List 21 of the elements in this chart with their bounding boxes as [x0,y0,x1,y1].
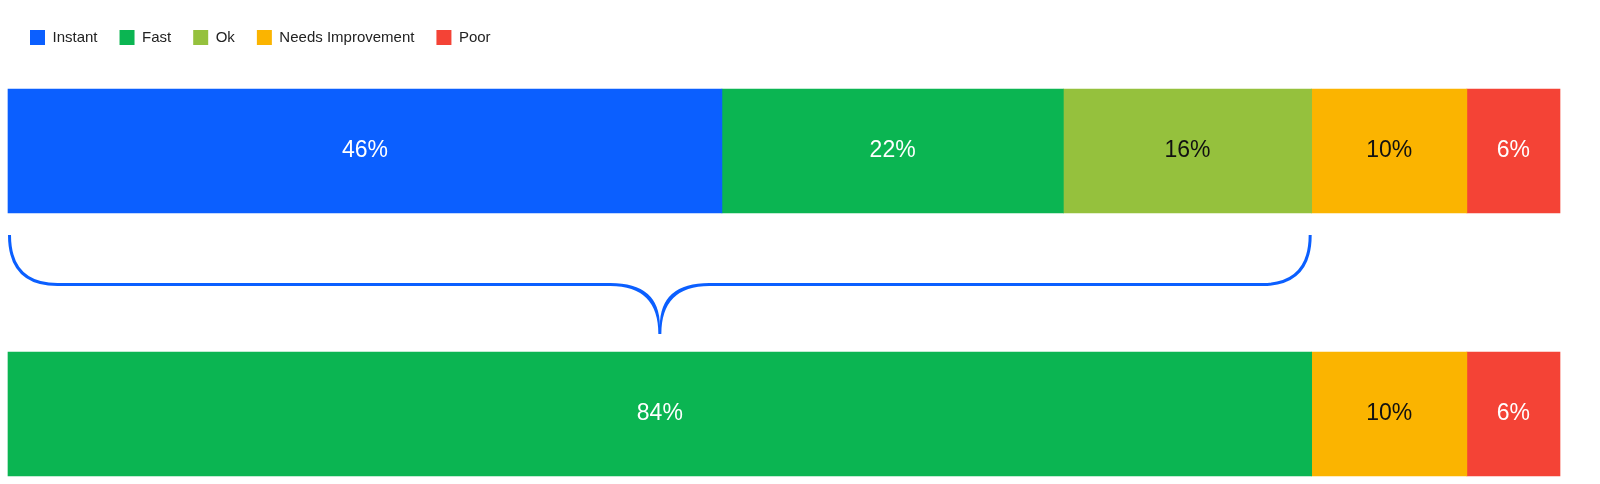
legend-label: Needs Improvement [279,27,416,45]
bar [1311,88,1468,214]
data-label: 16% [1164,136,1211,163]
data-label: 6% [1496,399,1531,426]
data-label: 46% [341,136,388,163]
bar [7,88,723,214]
legend-label: Instant [52,27,99,45]
bar [1311,351,1468,477]
data-label: 10% [1366,399,1413,426]
data-label: 22% [869,136,916,163]
data-label: 10% [1366,136,1413,163]
bar [1466,88,1561,214]
bar [1466,351,1561,477]
legend-label: Poor [458,27,491,45]
legend-label: Fast [142,27,173,45]
legend-label: Ok [215,27,236,45]
data-label: 84% [636,399,683,426]
bar [7,351,1313,477]
bar [721,88,1064,214]
bar [1063,88,1313,214]
data-label: 6% [1496,136,1531,163]
